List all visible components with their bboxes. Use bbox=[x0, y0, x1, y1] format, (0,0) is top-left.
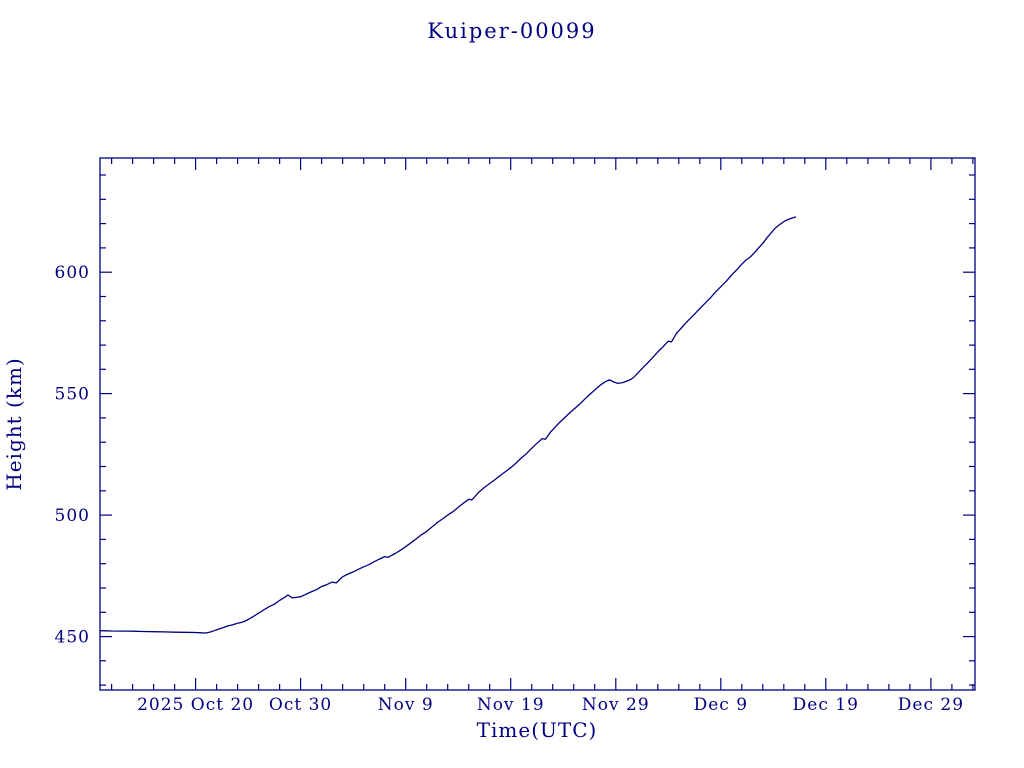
x-tick-label: Dec 29 bbox=[898, 695, 964, 715]
y-tick-label: 500 bbox=[55, 506, 90, 526]
height-series-line bbox=[99, 216, 797, 634]
x-tick-label: Nov 29 bbox=[582, 695, 650, 715]
x-tick-label: Nov 19 bbox=[477, 695, 545, 715]
y-tick-label: 550 bbox=[55, 385, 90, 405]
plot-frame bbox=[99, 157, 976, 691]
y-axis-ticks bbox=[100, 174, 975, 686]
y-axis-tick-labels: 450 500 550 600 bbox=[55, 263, 90, 648]
x-axis-ticks bbox=[110, 158, 974, 690]
x-axis-label: Time(UTC) bbox=[477, 718, 598, 742]
x-tick-label: Dec 9 bbox=[694, 695, 748, 715]
x-axis-tick-labels: 2025 Oct 20 Oct 30 Nov 9 Nov 19 Nov 29 Dec 9 D… bbox=[137, 695, 964, 715]
x-tick-label: Nov 9 bbox=[378, 695, 434, 715]
chart-title: Kuiper-00099 bbox=[427, 19, 596, 43]
x-tick-label: Dec 19 bbox=[793, 695, 859, 715]
y-tick-label: 600 bbox=[55, 263, 90, 283]
x-tick-label: Oct 30 bbox=[269, 695, 332, 715]
x-tick-label: 2025 Oct 20 bbox=[137, 695, 254, 715]
y-tick-label: 450 bbox=[55, 628, 90, 648]
y-axis-label: Height (km) bbox=[2, 357, 26, 490]
